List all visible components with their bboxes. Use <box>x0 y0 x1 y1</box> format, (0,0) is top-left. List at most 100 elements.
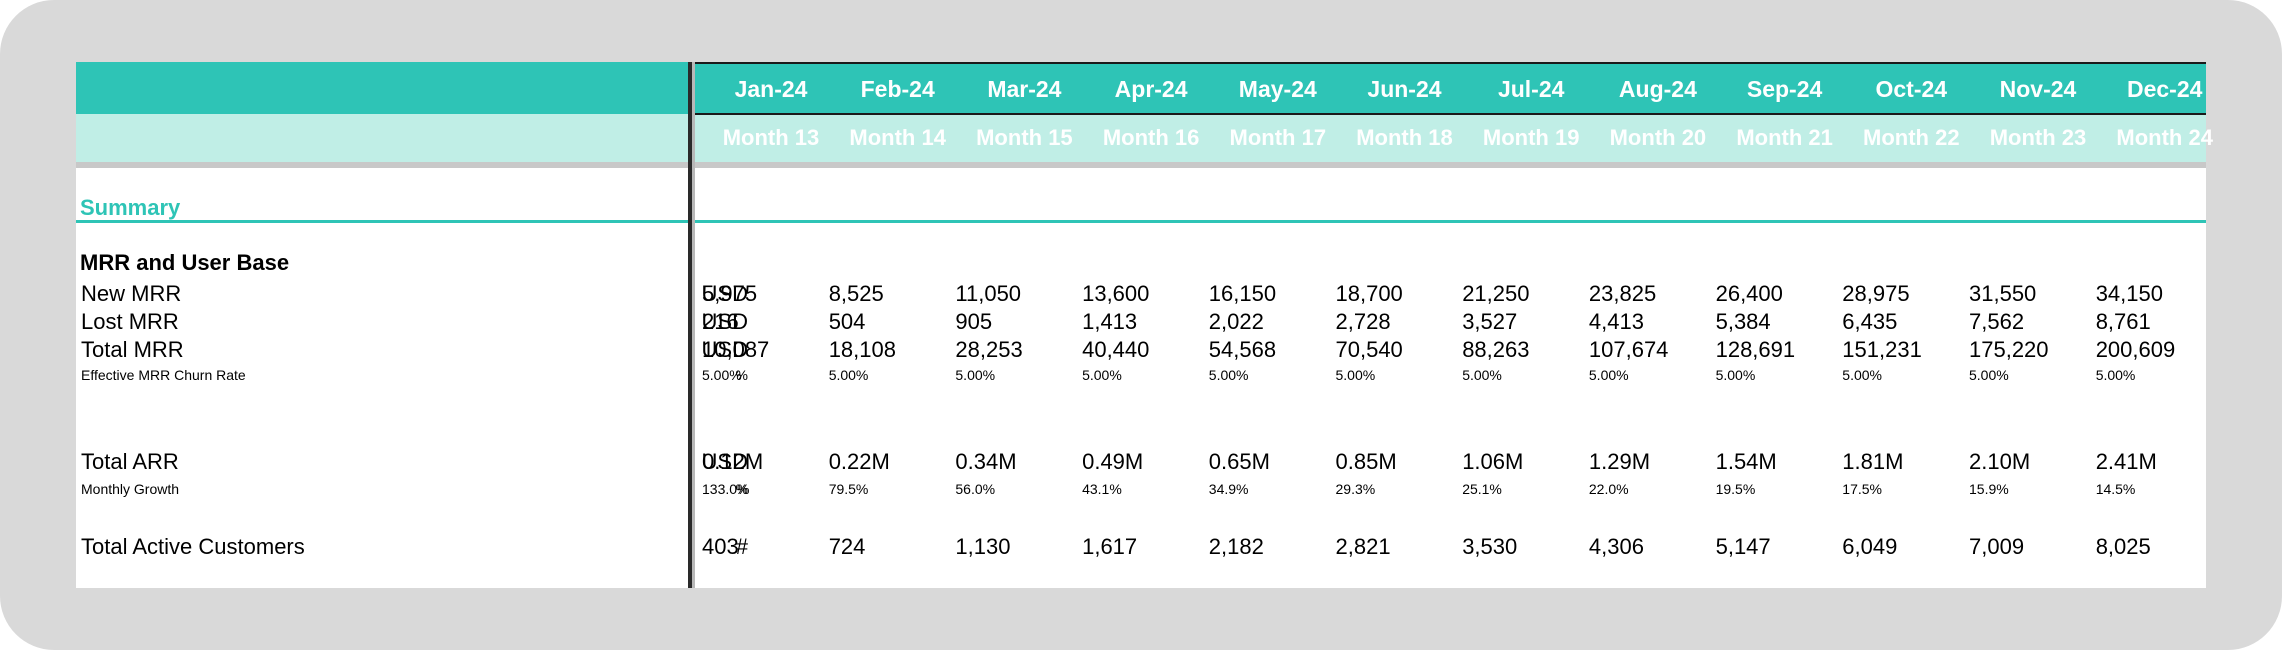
table-cell[interactable]: 2.10M <box>1969 449 2031 474</box>
table-cell[interactable]: 17.5% <box>1842 481 1882 497</box>
table-cell[interactable]: 2,022 <box>1208 309 1264 334</box>
table-cell[interactable]: 3,530 <box>1462 534 1518 559</box>
table-cell[interactable]: 5.00% <box>1082 367 1122 383</box>
table-cell[interactable]: 5.00% <box>1969 367 2009 383</box>
table-cell[interactable]: 1.81M <box>1842 449 1904 474</box>
table-cell[interactable]: 1.54M <box>1715 449 1777 474</box>
table-cell[interactable]: 6,435 <box>1842 309 1898 334</box>
period-header: Month 16 <box>1102 125 1200 150</box>
row-label: Total Active Customers <box>81 534 305 559</box>
table-cell[interactable]: 5.00% <box>955 367 996 383</box>
table-cell[interactable]: 1,130 <box>955 534 1011 559</box>
table-cell[interactable]: 28,253 <box>955 337 1023 362</box>
table-cell[interactable]: 40,440 <box>1082 337 1150 362</box>
table-cell[interactable]: 0.22M <box>828 449 890 474</box>
table-cell[interactable]: 1,413 <box>1082 309 1138 334</box>
table-cell[interactable]: 175,220 <box>1969 337 2049 362</box>
table-cell[interactable]: 5.00% <box>1335 367 1376 383</box>
month-header: Apr-24 <box>1114 76 1188 102</box>
table-cell[interactable]: 13,600 <box>1082 281 1150 306</box>
table-cell[interactable]: 504 <box>828 309 866 334</box>
table-cell[interactable]: 7,562 <box>1969 309 2025 334</box>
table-cell[interactable]: 56.0% <box>955 481 996 497</box>
month-header: Dec-24 <box>2126 76 2203 102</box>
table-cell[interactable]: 1.29M <box>1588 449 1651 474</box>
table-cell[interactable]: 5,147 <box>1715 534 1771 559</box>
table-cell[interactable]: 0.12M <box>702 449 764 474</box>
table-cell[interactable]: 724 <box>828 534 866 559</box>
table-cell[interactable]: 28,975 <box>1842 281 1910 306</box>
table-cell[interactable]: 10,087 <box>702 337 770 362</box>
table-cell[interactable]: 1.06M <box>1462 449 1524 474</box>
table-cell[interactable]: 133.0% <box>702 481 750 497</box>
table-cell[interactable]: 22.0% <box>1588 481 1629 497</box>
table-cell[interactable]: 0.49M <box>1082 449 1144 474</box>
table-cell[interactable]: 0.34M <box>955 449 1017 474</box>
table-cell[interactable]: 5,975 <box>702 281 758 306</box>
table-cell[interactable]: 26,400 <box>1715 281 1783 306</box>
table-cell[interactable]: 43.1% <box>1082 481 1122 497</box>
table-cell[interactable]: 403 <box>702 534 739 559</box>
table-cell[interactable]: 34.9% <box>1208 481 1249 497</box>
table-cell[interactable]: 5.00% <box>828 367 869 383</box>
table-cell[interactable]: 4,306 <box>1588 534 1644 559</box>
month-header: Feb-24 <box>860 76 935 102</box>
table-cell[interactable]: 107,674 <box>1588 337 1669 362</box>
table-cell[interactable]: 5.00% <box>1588 367 1629 383</box>
table-cell[interactable]: 3,527 <box>1462 309 1518 334</box>
table-cell[interactable]: 88,263 <box>1462 337 1530 362</box>
month-header: Aug-24 <box>1618 76 1697 102</box>
table-cell[interactable]: 79.5% <box>828 481 869 497</box>
month-header-band <box>76 62 2206 114</box>
table-cell[interactable]: 18,108 <box>828 337 896 362</box>
table-cell[interactable]: 0.85M <box>1335 449 1397 474</box>
table-cell[interactable]: 19.5% <box>1715 481 1756 497</box>
table-cell[interactable]: 0.65M <box>1208 449 1270 474</box>
table-cell[interactable]: 16,150 <box>1208 281 1277 306</box>
period-header: Month 17 <box>1229 125 1327 150</box>
table-cell[interactable]: 5.00% <box>1842 367 1882 383</box>
table-cell[interactable]: 15.9% <box>1969 481 2009 497</box>
table-cell[interactable]: 5.00% <box>1715 367 1756 383</box>
table-cell[interactable]: 29.3% <box>1335 481 1376 497</box>
table-cell[interactable]: 2.41M <box>2095 449 2157 474</box>
table-cell[interactable]: 2,182 <box>1208 534 1264 559</box>
row-label: Monthly Growth <box>81 481 180 497</box>
period-header: Month 14 <box>849 125 946 150</box>
table-cell[interactable]: 5,384 <box>1715 309 1771 334</box>
table-cell[interactable]: 216 <box>702 309 739 334</box>
table-cell[interactable]: 5.00% <box>1462 367 1502 383</box>
table-cell[interactable]: 5.00% <box>702 367 742 383</box>
table-cell[interactable]: 5.00% <box>1208 367 1249 383</box>
period-header: Month 18 <box>1356 125 1453 150</box>
table-cell[interactable]: 8,025 <box>2095 534 2151 559</box>
table-cell[interactable]: 4,413 <box>1588 309 1644 334</box>
table-cell[interactable]: 8,761 <box>2095 309 2151 334</box>
table-cell[interactable]: 128,691 <box>1715 337 1796 362</box>
table-cell[interactable]: 6,049 <box>1842 534 1898 559</box>
table-cell[interactable]: 5.00% <box>2095 367 2136 383</box>
table-cell[interactable]: 200,609 <box>2095 337 2176 362</box>
table-cell[interactable]: 2,821 <box>1335 534 1391 559</box>
row-unit: % <box>735 481 748 497</box>
table-cell[interactable]: 23,825 <box>1588 281 1657 306</box>
table-cell[interactable]: 8,525 <box>828 281 884 306</box>
period-header: Month 19 <box>1482 125 1580 150</box>
table-cell[interactable]: 14.5% <box>2095 481 2136 497</box>
table-cell[interactable]: 34,150 <box>2095 281 2163 306</box>
table-cell[interactable]: 25.1% <box>1462 481 1502 497</box>
table-cell[interactable]: 1,617 <box>1082 534 1138 559</box>
table-cell[interactable]: 151,231 <box>1842 337 1922 362</box>
row-label: Total MRR <box>81 337 184 362</box>
table-cell[interactable]: 31,550 <box>1969 281 2037 306</box>
table-cell[interactable]: 905 <box>955 309 993 334</box>
table-cell[interactable]: 7,009 <box>1969 534 2025 559</box>
table-cell[interactable]: 54,568 <box>1208 337 1277 362</box>
table-cell[interactable]: 21,250 <box>1462 281 1530 306</box>
table-cell[interactable]: 11,050 <box>955 281 1022 306</box>
row-label: Total ARR <box>81 449 179 474</box>
table-cell[interactable]: 18,700 <box>1335 281 1403 306</box>
table-cell[interactable]: 2,728 <box>1335 309 1391 334</box>
table-cell[interactable]: 70,540 <box>1335 337 1403 362</box>
